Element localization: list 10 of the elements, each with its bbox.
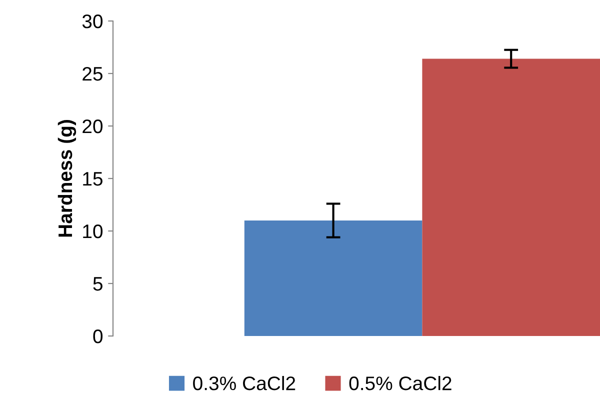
y-tick-label: 10 xyxy=(83,224,103,238)
legend-label: 0.3% CaCl2 xyxy=(193,376,296,390)
y-axis-title: Hardness (g) xyxy=(58,120,76,237)
y-tick-label: 5 xyxy=(93,277,102,291)
legend-label: 0.5% CaCl2 xyxy=(349,376,452,390)
y-tick-label: 25 xyxy=(82,66,102,81)
y-tick-label: 30 xyxy=(82,14,103,28)
y-tick-label: 20 xyxy=(82,119,103,134)
y-tick-label: 0 xyxy=(93,329,103,344)
y-tick-label: 15 xyxy=(83,172,102,186)
